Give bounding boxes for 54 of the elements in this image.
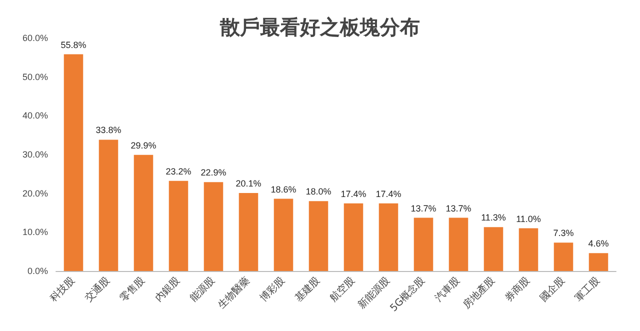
data-label: 18.0%	[306, 186, 332, 197]
data-label: 18.6%	[270, 184, 296, 194]
bar	[378, 203, 398, 271]
y-tick-label: 30.0%	[22, 150, 48, 160]
x-tick-label: 能源股	[188, 274, 218, 304]
data-label: 11.0%	[516, 214, 541, 224]
data-label: 7.3%	[553, 228, 574, 238]
bar	[134, 154, 154, 271]
bar	[168, 180, 188, 271]
x-tick-label: 基建股	[292, 274, 322, 304]
chart-title: 散戶最看好之板塊分布	[219, 15, 420, 39]
x-tick-label: 軍工股	[573, 275, 602, 304]
bar	[344, 203, 364, 271]
data-label: 33.8%	[96, 125, 122, 136]
x-tick-label: 科技股	[48, 274, 78, 304]
bar	[414, 218, 434, 271]
x-tick-label: 內銀股	[152, 274, 182, 304]
x-tick-label: 券商股	[502, 274, 532, 304]
y-tick-label: 40.0%	[22, 110, 48, 121]
bar	[448, 218, 468, 271]
x-tick-label: 國企股	[538, 274, 568, 304]
bar	[484, 227, 504, 271]
data-label: 11.3%	[481, 212, 506, 223]
bar	[588, 253, 608, 271]
bar	[64, 54, 84, 271]
data-label: 13.7%	[446, 203, 472, 214]
data-label: 4.6%	[588, 238, 609, 249]
data-label: 17.4%	[376, 188, 402, 199]
bar	[554, 242, 574, 271]
y-tick-label: 60.0%	[22, 33, 48, 43]
x-tick-label: 交通股	[82, 274, 112, 304]
y-tick-label: 50.0%	[22, 72, 48, 82]
bar	[98, 140, 118, 271]
x-tick-label: 生物醫藥	[216, 274, 252, 312]
x-tick-label: 房地產股	[460, 274, 498, 312]
y-tick-label: 10.0%	[22, 227, 48, 238]
bar	[204, 182, 224, 271]
x-tick-label: 博彩股	[258, 274, 288, 304]
y-tick-label: 20.0%	[22, 188, 48, 198]
data-label: 55.8%	[60, 40, 86, 50]
bar	[518, 228, 538, 271]
bar	[274, 198, 294, 271]
data-label: 29.9%	[130, 140, 156, 150]
data-label: 23.2%	[166, 166, 192, 176]
bar	[308, 201, 328, 271]
x-tick-label: 零售股	[118, 274, 148, 304]
data-label: 20.1%	[236, 178, 262, 188]
bar	[238, 192, 258, 271]
data-label: 13.7%	[410, 203, 436, 214]
y-tick-label: 0.0%	[27, 266, 48, 276]
x-tick-label: 汽車股	[432, 274, 462, 304]
data-label: 17.4%	[340, 188, 366, 199]
data-label: 22.9%	[200, 168, 226, 178]
x-tick-label: 航空股	[328, 274, 358, 304]
